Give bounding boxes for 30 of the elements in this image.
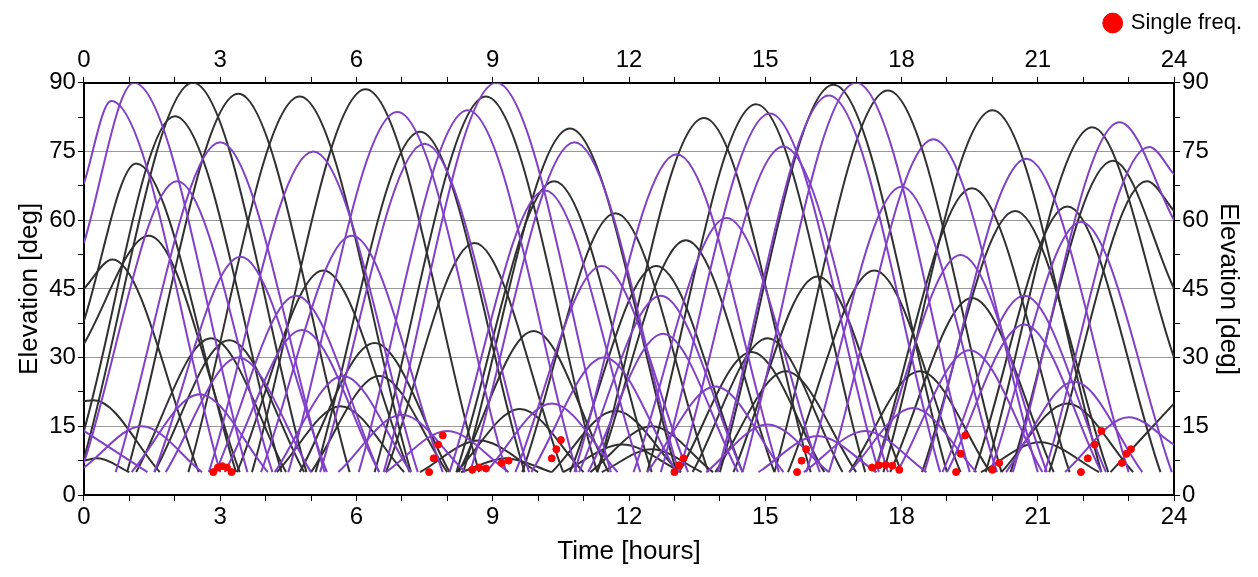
x-tick-label: 6 <box>349 502 364 530</box>
y2-tick-label: 15 <box>1182 410 1209 438</box>
x2-tick-label: 15 <box>751 45 779 73</box>
x2-tick-label: 21 <box>1024 45 1052 73</box>
y-tick-label: 75 <box>49 136 76 164</box>
y-tick-label: 15 <box>49 410 76 438</box>
y-axis-title: Elevation [deg] <box>12 202 43 375</box>
y-tick-label: 0 <box>62 479 76 507</box>
x-tick-label: 12 <box>615 502 643 530</box>
legend-label: Single freq. <box>1130 9 1243 35</box>
y-tick-label: 60 <box>49 204 76 232</box>
x2-tick-label: 3 <box>213 45 227 73</box>
y2-axis-title: Elevation [deg] <box>1215 202 1246 375</box>
x2-tick-label: 6 <box>349 45 364 73</box>
x-tick-label: 9 <box>486 502 500 530</box>
y-tick-label: 90 <box>49 67 76 95</box>
x-tick-label: 18 <box>888 502 915 530</box>
y-tick-label: 30 <box>49 342 76 370</box>
x-axis-title: Time [hours] <box>557 534 701 565</box>
x2-tick-label: 12 <box>615 45 643 73</box>
x2-tick-label: 9 <box>486 45 500 73</box>
x-tick-label: 21 <box>1024 502 1052 530</box>
x2-tick-label: 18 <box>888 45 915 73</box>
x-tick-label: 3 <box>213 502 227 530</box>
y2-tick-label: 45 <box>1182 273 1209 301</box>
y2-tick-label: 60 <box>1182 204 1209 232</box>
y2-tick-label: 75 <box>1182 136 1209 164</box>
x-tick-label: 15 <box>751 502 779 530</box>
y-tick-label: 45 <box>49 273 76 301</box>
y2-tick-label: 30 <box>1182 342 1209 370</box>
